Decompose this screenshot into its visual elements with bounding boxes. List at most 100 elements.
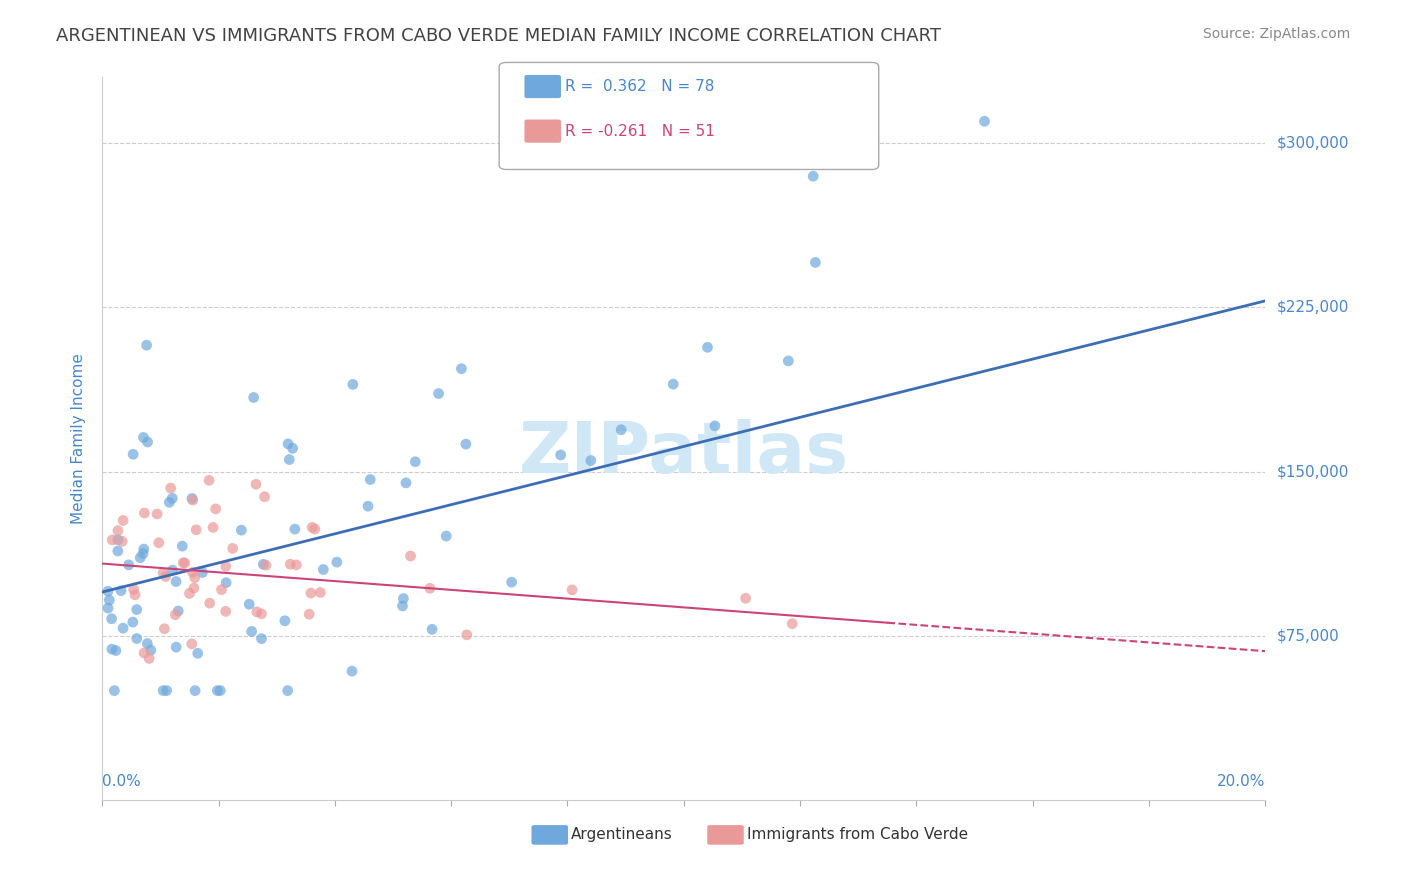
Point	[134, 506, 156, 520]
Point	[162, 563, 184, 577]
Point	[97, 584, 120, 599]
Point	[132, 542, 155, 557]
Point	[101, 642, 124, 657]
Text: ARGENTINEAN VS IMMIGRANTS FROM CABO VERDE MEDIAN FAMILY INCOME CORRELATION CHART: ARGENTINEAN VS IMMIGRANTS FROM CABO VERD…	[56, 27, 941, 45]
Text: Argentineans: Argentineans	[571, 828, 672, 842]
Point	[704, 418, 727, 433]
Point	[152, 566, 174, 580]
Point	[132, 646, 155, 660]
Point	[250, 607, 273, 621]
Point	[579, 453, 602, 467]
Point	[242, 391, 264, 405]
Point	[696, 340, 718, 354]
Point	[298, 607, 321, 622]
Point	[304, 522, 326, 536]
Point	[181, 566, 204, 580]
Point	[132, 430, 155, 444]
Point	[391, 599, 413, 613]
Text: R =  0.362   N = 78: R = 0.362 N = 78	[565, 79, 714, 94]
Point	[231, 523, 253, 537]
Point	[326, 555, 349, 569]
Point	[111, 534, 134, 549]
Text: $150,000: $150,000	[1277, 464, 1350, 479]
Point	[274, 614, 297, 628]
Point	[312, 562, 335, 576]
Point	[561, 582, 583, 597]
Point	[183, 581, 205, 595]
Point	[187, 646, 209, 660]
Point	[167, 604, 190, 618]
Point	[179, 586, 201, 600]
Point	[392, 591, 415, 606]
Point	[277, 683, 299, 698]
Point	[299, 586, 322, 600]
Text: Source: ZipAtlas.com: Source: ZipAtlas.com	[1202, 27, 1350, 41]
Point	[165, 640, 187, 654]
Point	[155, 569, 177, 583]
Point	[156, 683, 179, 698]
Point	[419, 582, 441, 596]
Point	[97, 601, 120, 615]
Point	[191, 566, 214, 580]
Point	[139, 643, 162, 657]
Point	[122, 582, 145, 597]
Point	[125, 632, 148, 646]
Point	[278, 452, 301, 467]
Point	[278, 558, 301, 572]
Point	[104, 643, 127, 657]
Point	[246, 605, 269, 619]
Point	[101, 533, 124, 547]
Text: 0.0%: 0.0%	[103, 773, 141, 789]
Point	[427, 386, 450, 401]
Point	[110, 583, 132, 598]
Point	[181, 491, 204, 506]
Point	[610, 423, 633, 437]
Text: 20.0%: 20.0%	[1218, 773, 1265, 789]
Point	[135, 338, 157, 352]
Point	[121, 615, 143, 629]
Point	[172, 556, 194, 570]
Point	[136, 636, 159, 650]
Point	[250, 632, 273, 646]
Point	[186, 523, 208, 537]
Point	[173, 556, 195, 570]
Point	[112, 513, 135, 527]
Text: Immigrants from Cabo Verde: Immigrants from Cabo Verde	[747, 828, 967, 842]
Point	[162, 491, 184, 506]
Point	[132, 547, 155, 561]
Point	[215, 575, 238, 590]
Point	[215, 604, 238, 618]
Point	[184, 571, 207, 585]
Point	[782, 616, 804, 631]
Text: $225,000: $225,000	[1277, 300, 1350, 315]
Point	[103, 683, 125, 698]
Point	[222, 541, 245, 556]
Point	[340, 664, 363, 678]
Point	[973, 114, 995, 128]
Point	[125, 602, 148, 616]
Point	[100, 612, 122, 626]
Point	[804, 255, 827, 269]
Point	[180, 637, 202, 651]
Point	[801, 169, 824, 184]
Point	[281, 442, 304, 456]
Y-axis label: Median Family Income: Median Family Income	[72, 353, 86, 524]
Point	[284, 522, 307, 536]
Point	[159, 481, 181, 495]
Point	[285, 558, 308, 572]
Point	[107, 524, 129, 538]
Point	[253, 490, 276, 504]
Point	[778, 354, 800, 368]
Point	[198, 474, 221, 488]
Point	[399, 549, 422, 563]
Point	[434, 529, 457, 543]
Point	[450, 361, 472, 376]
Point	[181, 493, 204, 508]
Point	[240, 624, 263, 639]
Point	[550, 448, 572, 462]
Point	[146, 507, 169, 521]
Point	[204, 502, 226, 516]
Point	[238, 597, 260, 611]
Point	[153, 622, 176, 636]
Point	[124, 588, 146, 602]
